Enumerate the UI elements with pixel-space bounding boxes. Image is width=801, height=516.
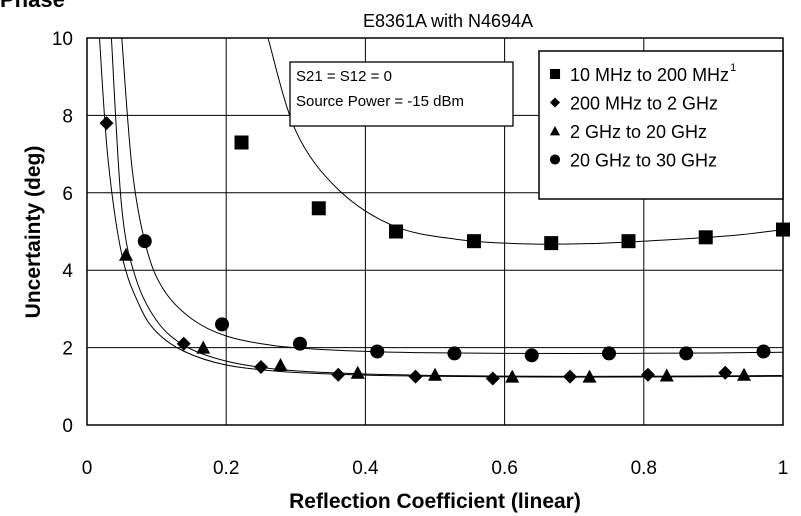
y-tick-label-4: 8 xyxy=(62,106,73,127)
data-point-series-0-6 xyxy=(698,230,713,245)
x-tick-label-4: 0.8 xyxy=(631,458,657,479)
legend-superscript-0: 1 xyxy=(730,62,736,74)
legend-marker-3 xyxy=(549,154,561,165)
legend-item-2: 2 GHz to 20 GHz xyxy=(549,122,707,142)
data-point-series-3-7 xyxy=(679,346,694,361)
data-point-series-1-5 xyxy=(485,371,500,386)
data-point-series-0-0 xyxy=(234,135,249,150)
data-point-series-2-0 xyxy=(118,247,133,261)
x-axis-title: Reflection Coefficient (linear) xyxy=(289,490,581,513)
annotation-frame xyxy=(289,61,514,127)
data-point-series-3-6 xyxy=(602,346,616,361)
x-tick-label-3: 0.6 xyxy=(491,458,517,479)
annotation-line-2: Source Power = -15 dBm xyxy=(296,93,464,110)
data-point-series-2-1 xyxy=(196,340,211,354)
data-point-series-1-6 xyxy=(563,369,578,384)
data-point-series-1-3 xyxy=(331,367,346,382)
data-point-series-3-0 xyxy=(137,234,152,249)
legend-label-2: 2 GHz to 20 GHz xyxy=(570,122,707,142)
annotation-line-1: S21 = S12 = 0 xyxy=(296,68,392,85)
data-point-series-2-2 xyxy=(273,358,288,372)
data-point-series-1-8 xyxy=(718,365,733,380)
data-point-series-0-5 xyxy=(621,234,636,249)
data-point-series-1-1 xyxy=(176,336,191,351)
data-point-series-3-5 xyxy=(524,348,539,363)
data-point-series-2-7 xyxy=(659,368,674,382)
data-markers xyxy=(99,116,790,386)
data-point-series-0-3 xyxy=(466,234,481,249)
legend-item-3: 20 GHz to 30 GHz xyxy=(549,151,717,171)
chart-title: E8361A with N4694A xyxy=(363,11,533,31)
legend-label-0: 10 MHz to 200 MHz xyxy=(570,65,729,85)
data-point-series-3-2 xyxy=(292,336,307,351)
legend-item-1: 200 MHz to 2 GHz xyxy=(549,94,718,114)
data-point-series-0-4 xyxy=(544,236,559,251)
legend-item-0: 10 MHz to 200 MHz 1 xyxy=(549,62,736,85)
x-tick-label-2: 0.4 xyxy=(352,458,379,479)
header-partial-text: Phase xyxy=(0,0,65,12)
legend: 10 MHz to 200 MHz 1 200 MHz to 2 GHz 2 GHz … xyxy=(538,50,784,200)
x-tick-label-1: 0.2 xyxy=(213,458,239,479)
data-point-series-3-8 xyxy=(756,344,771,359)
y-tick-label-2: 4 xyxy=(62,261,73,282)
legend-marker-0 xyxy=(549,68,561,80)
legend-label-3: 20 GHz to 30 GHz xyxy=(570,151,717,171)
legend-marker-2 xyxy=(549,125,561,136)
data-point-series-1-4 xyxy=(408,369,423,384)
y-tick-label-0: 0 xyxy=(62,416,73,437)
data-point-series-0-1 xyxy=(311,201,326,216)
data-point-series-2-6 xyxy=(582,369,597,383)
data-point-series-3-1 xyxy=(215,317,230,332)
y-tick-label-5: 10 xyxy=(52,29,73,50)
y-axis-title: Uncertainty (deg) xyxy=(22,146,45,319)
legend-frame xyxy=(538,50,784,200)
data-point-series-1-2 xyxy=(254,359,268,374)
data-point-series-2-3 xyxy=(350,365,365,379)
y-tick-label-3: 6 xyxy=(62,184,73,205)
data-point-series-3-4 xyxy=(447,346,462,361)
fit-curve-series-0 xyxy=(267,38,783,245)
data-point-series-1-7 xyxy=(640,367,655,382)
x-tick-label-5: 1 xyxy=(778,458,789,479)
x-tick-label-0: 0 xyxy=(82,458,93,479)
data-point-series-3-3 xyxy=(370,344,385,359)
legend-label-1: 200 MHz to 2 GHz xyxy=(570,94,718,114)
data-point-series-2-4 xyxy=(428,367,442,381)
data-point-series-2-8 xyxy=(737,367,752,381)
annotation-box: S21 = S12 = 0 Source Power = -15 dBm xyxy=(289,61,514,127)
data-point-series-0-7 xyxy=(776,222,790,237)
data-point-series-2-5 xyxy=(505,369,520,383)
data-point-series-0-2 xyxy=(389,224,404,239)
y-tick-label-1: 2 xyxy=(62,339,73,360)
fit-curve-series-2 xyxy=(110,38,783,377)
data-point-series-1-0 xyxy=(99,116,114,131)
